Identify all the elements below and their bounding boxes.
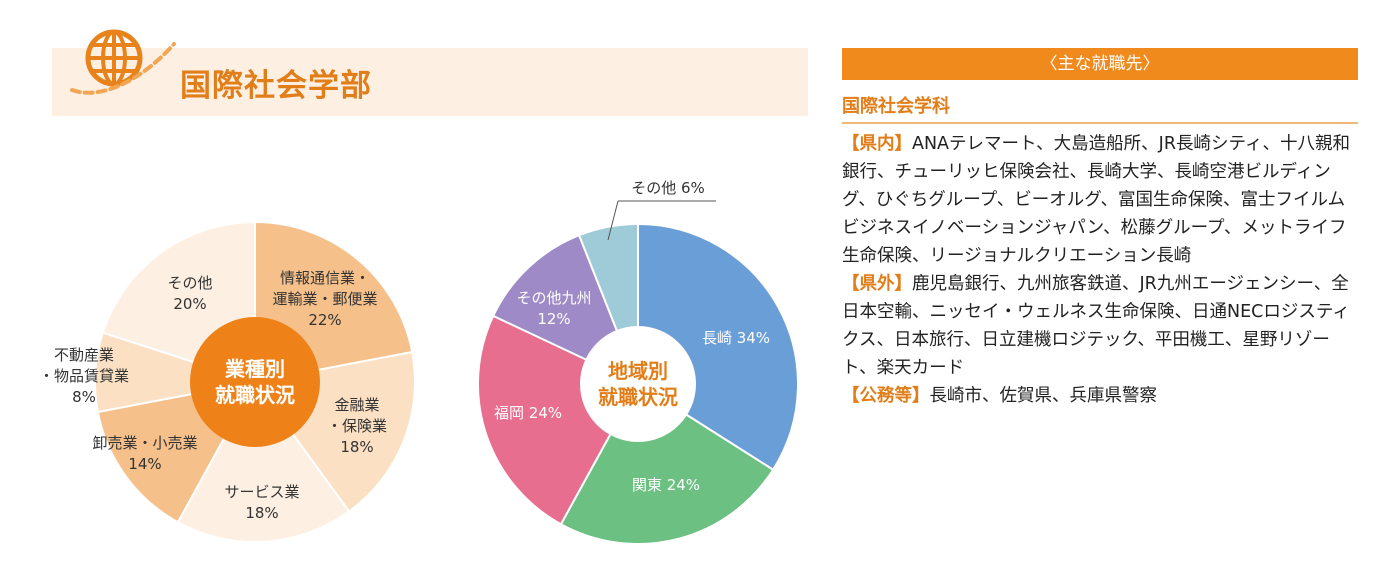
jobs-entry-prefecture: 【県内】ANAテレマート、大島造船所、JR長崎シティ、十八親和銀行、チューリッヒ… xyxy=(842,130,1358,270)
slice-label: 運輸業・郵便業 xyxy=(272,290,377,308)
pie-center xyxy=(190,317,320,447)
slice-label: 8% xyxy=(72,388,96,406)
slice-label: その他 6% xyxy=(631,179,705,197)
pie-center-label: 就職状況 xyxy=(598,385,678,409)
pie-center-label: 就職状況 xyxy=(215,383,295,407)
slice-label: 22% xyxy=(308,311,341,329)
jobs-header: 〈主な就職先〉 xyxy=(842,48,1358,80)
pie-center xyxy=(580,326,696,442)
entry-text: ANAテレマート、大島造船所、JR長崎シティ、十八親和銀行、チューリッヒ保険会社… xyxy=(842,134,1350,266)
slice-label: ・保険業 xyxy=(327,417,387,435)
slice-label: その他 xyxy=(167,274,212,292)
jobs-panel: 〈主な就職先〉 国際社会学科 【県内】ANAテレマート、大島造船所、JR長崎シテ… xyxy=(842,48,1358,410)
slice-label: 18% xyxy=(340,438,373,456)
slice-label: 不動産業 xyxy=(54,346,114,364)
slice-label: 福岡 24% xyxy=(494,404,562,422)
slice-label: その他九州 xyxy=(516,289,591,307)
slice-label: サービス業 xyxy=(224,483,299,501)
entry-tag: 【公務等】 xyxy=(842,386,930,406)
pie-center-label: 業種別 xyxy=(225,357,285,381)
slice-label: 12% xyxy=(537,310,570,328)
entry-tag: 【県外】 xyxy=(842,274,912,294)
entry-text: 長崎市、佐賀県、兵庫県警察 xyxy=(929,386,1158,406)
title-banner xyxy=(52,48,808,116)
slice-label: 長崎 34% xyxy=(702,329,770,347)
pie-slice xyxy=(559,382,775,545)
slice-label: 情報通信業・ xyxy=(280,269,370,287)
slice-label: 20% xyxy=(173,295,206,313)
slice-label: 卸売業・小売業 xyxy=(92,434,197,452)
jobs-entry-public: 【公務等】長崎市、佐賀県、兵庫県警察 xyxy=(842,382,1358,410)
entry-text: 鹿児島銀行、九州旅客鉄道、JR九州エージェンシー、全日本空輸、ニッセイ・ウェルネ… xyxy=(842,274,1350,378)
entry-tag: 【県内】 xyxy=(842,134,912,154)
slice-label: 18% xyxy=(245,504,278,522)
page-title: 国際社会学部 xyxy=(180,68,372,104)
globe-icon xyxy=(70,29,176,95)
department-title: 国際社会学科 xyxy=(842,92,1358,124)
slice-label: 金融業 xyxy=(334,396,379,414)
slice-label: ・物品賃貸業 xyxy=(39,367,129,385)
jobs-entry-outside: 【県外】鹿児島銀行、九州旅客鉄道、JR九州エージェンシー、全日本空輸、ニッセイ・… xyxy=(842,270,1358,382)
slice-label: 関東 24% xyxy=(632,476,700,494)
callout-leader xyxy=(607,200,619,241)
charts-area: 業種別就職状況情報通信業・運輸業・郵便業22%金融業・保険業18%サービス業18… xyxy=(39,179,799,545)
slice-label: 14% xyxy=(128,455,161,473)
pie-slice xyxy=(176,380,351,543)
pie-center-label: 地域別 xyxy=(608,359,668,383)
